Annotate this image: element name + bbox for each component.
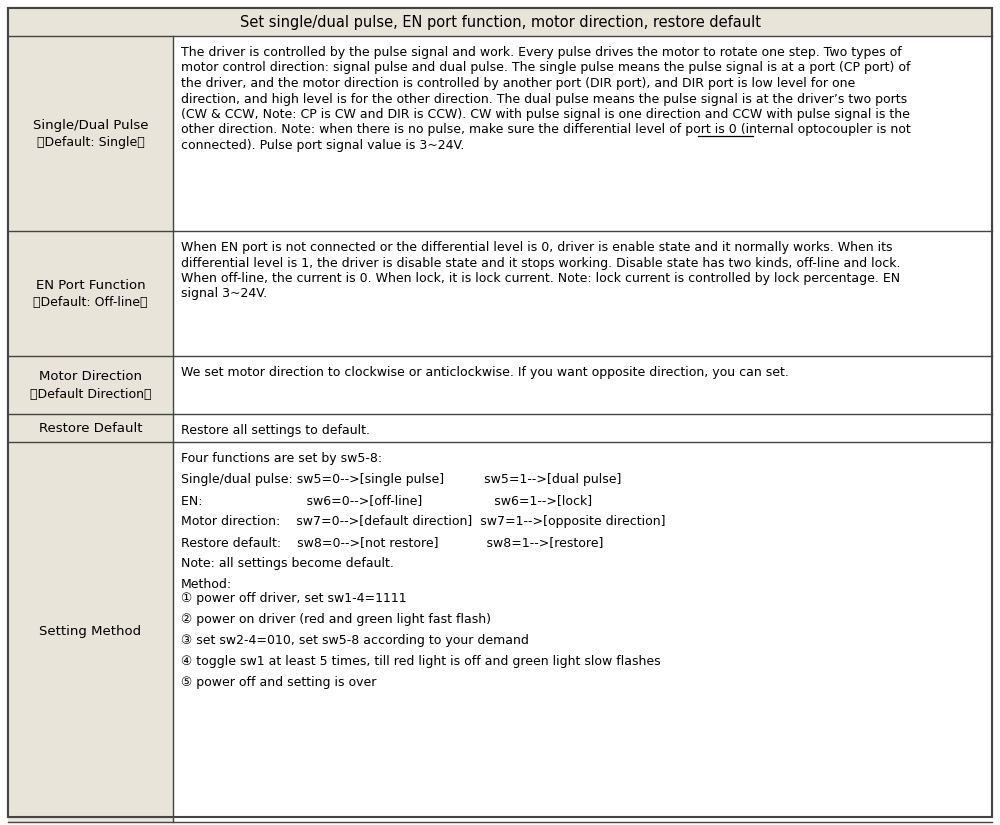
Text: Method:: Method: — [181, 578, 232, 591]
Text: When EN port is not connected or the differential level is 0, driver is enable s: When EN port is not connected or the dif… — [181, 241, 893, 254]
Text: Single/dual pulse: sw5=0-->[single pulse]          sw5=1-->[dual pulse]: Single/dual pulse: sw5=0-->[single pulse… — [181, 473, 621, 486]
Text: connected). Pulse port signal value is 3~24V.: connected). Pulse port signal value is 3… — [181, 139, 464, 152]
Text: Setting Method: Setting Method — [39, 625, 142, 639]
Text: ④ toggle sw1 at least 5 times, till red light is off and green light slow flashe: ④ toggle sw1 at least 5 times, till red … — [181, 655, 661, 668]
Text: Note: all settings become default.: Note: all settings become default. — [181, 557, 394, 570]
Text: other direction. Note: when there is no pulse, make sure the differential level : other direction. Note: when there is no … — [181, 124, 911, 136]
Text: (CW & CCW, Note: CP is CW and DIR is CCW). CW with pulse signal is one direction: (CW & CCW, Note: CP is CW and DIR is CCW… — [181, 108, 910, 121]
Text: motor control direction: signal pulse and dual pulse. The single pulse means the: motor control direction: signal pulse an… — [181, 62, 910, 74]
Bar — [8, 356, 173, 414]
Text: Set single/dual pulse, EN port function, motor direction, restore default: Set single/dual pulse, EN port function,… — [240, 15, 761, 30]
Text: Four functions are set by sw5-8:: Four functions are set by sw5-8: — [181, 452, 382, 465]
Bar — [173, 231, 992, 356]
Text: Restore Default: Restore Default — [39, 422, 142, 435]
Bar — [173, 356, 992, 414]
Bar — [8, 442, 173, 822]
Text: （Default: Single）: （Default: Single） — [37, 136, 144, 149]
Text: ⑤ power off and setting is over: ⑤ power off and setting is over — [181, 676, 376, 689]
Text: When off-line, the current is 0. When lock, it is lock current. Note: lock curre: When off-line, the current is 0. When lo… — [181, 272, 900, 285]
Text: Single/Dual Pulse: Single/Dual Pulse — [33, 119, 148, 132]
Text: The driver is controlled by the pulse signal and work. Every pulse drives the mo: The driver is controlled by the pulse si… — [181, 46, 902, 59]
Text: EN:                          sw6=0-->[off-line]                  sw6=1-->[lock]: EN: sw6=0-->[off-line] sw6=1-->[lock] — [181, 494, 592, 507]
Bar — [8, 231, 173, 356]
Text: EN Port Function: EN Port Function — [36, 279, 145, 292]
Text: Motor direction:    sw7=0-->[default direction]  sw7=1-->[opposite direction]: Motor direction: sw7=0-->[default direct… — [181, 515, 666, 528]
Bar — [8, 36, 173, 231]
Text: ① power off driver, set sw1-4=1111: ① power off driver, set sw1-4=1111 — [181, 592, 407, 605]
Text: （Default: Off-line）: （Default: Off-line） — [33, 296, 148, 309]
Text: Restore all settings to default.: Restore all settings to default. — [181, 424, 370, 437]
Text: （Default Direction）: （Default Direction） — [30, 388, 151, 400]
Text: signal 3~24V.: signal 3~24V. — [181, 287, 267, 300]
Bar — [8, 8, 992, 36]
Bar — [173, 442, 992, 822]
Text: differential level is 1, the driver is disable state and it stops working. Disab: differential level is 1, the driver is d… — [181, 257, 900, 270]
Bar — [8, 414, 173, 442]
Text: ③ set sw2-4=010, set sw5-8 according to your demand: ③ set sw2-4=010, set sw5-8 according to … — [181, 634, 529, 647]
Text: the driver, and the motor direction is controlled by another port (DIR port), an: the driver, and the motor direction is c… — [181, 77, 855, 90]
Text: Restore default:    sw8=0-->[not restore]            sw8=1-->[restore]: Restore default: sw8=0-->[not restore] s… — [181, 536, 603, 549]
Text: We set motor direction to clockwise or anticlockwise. If you want opposite direc: We set motor direction to clockwise or a… — [181, 366, 789, 379]
Text: ② power on driver (red and green light fast flash): ② power on driver (red and green light f… — [181, 613, 491, 626]
Text: Motor Direction: Motor Direction — [39, 370, 142, 384]
Text: direction, and high level is for the other direction. The dual pulse means the p: direction, and high level is for the oth… — [181, 92, 907, 106]
Bar — [173, 414, 992, 442]
Bar — [173, 36, 992, 231]
